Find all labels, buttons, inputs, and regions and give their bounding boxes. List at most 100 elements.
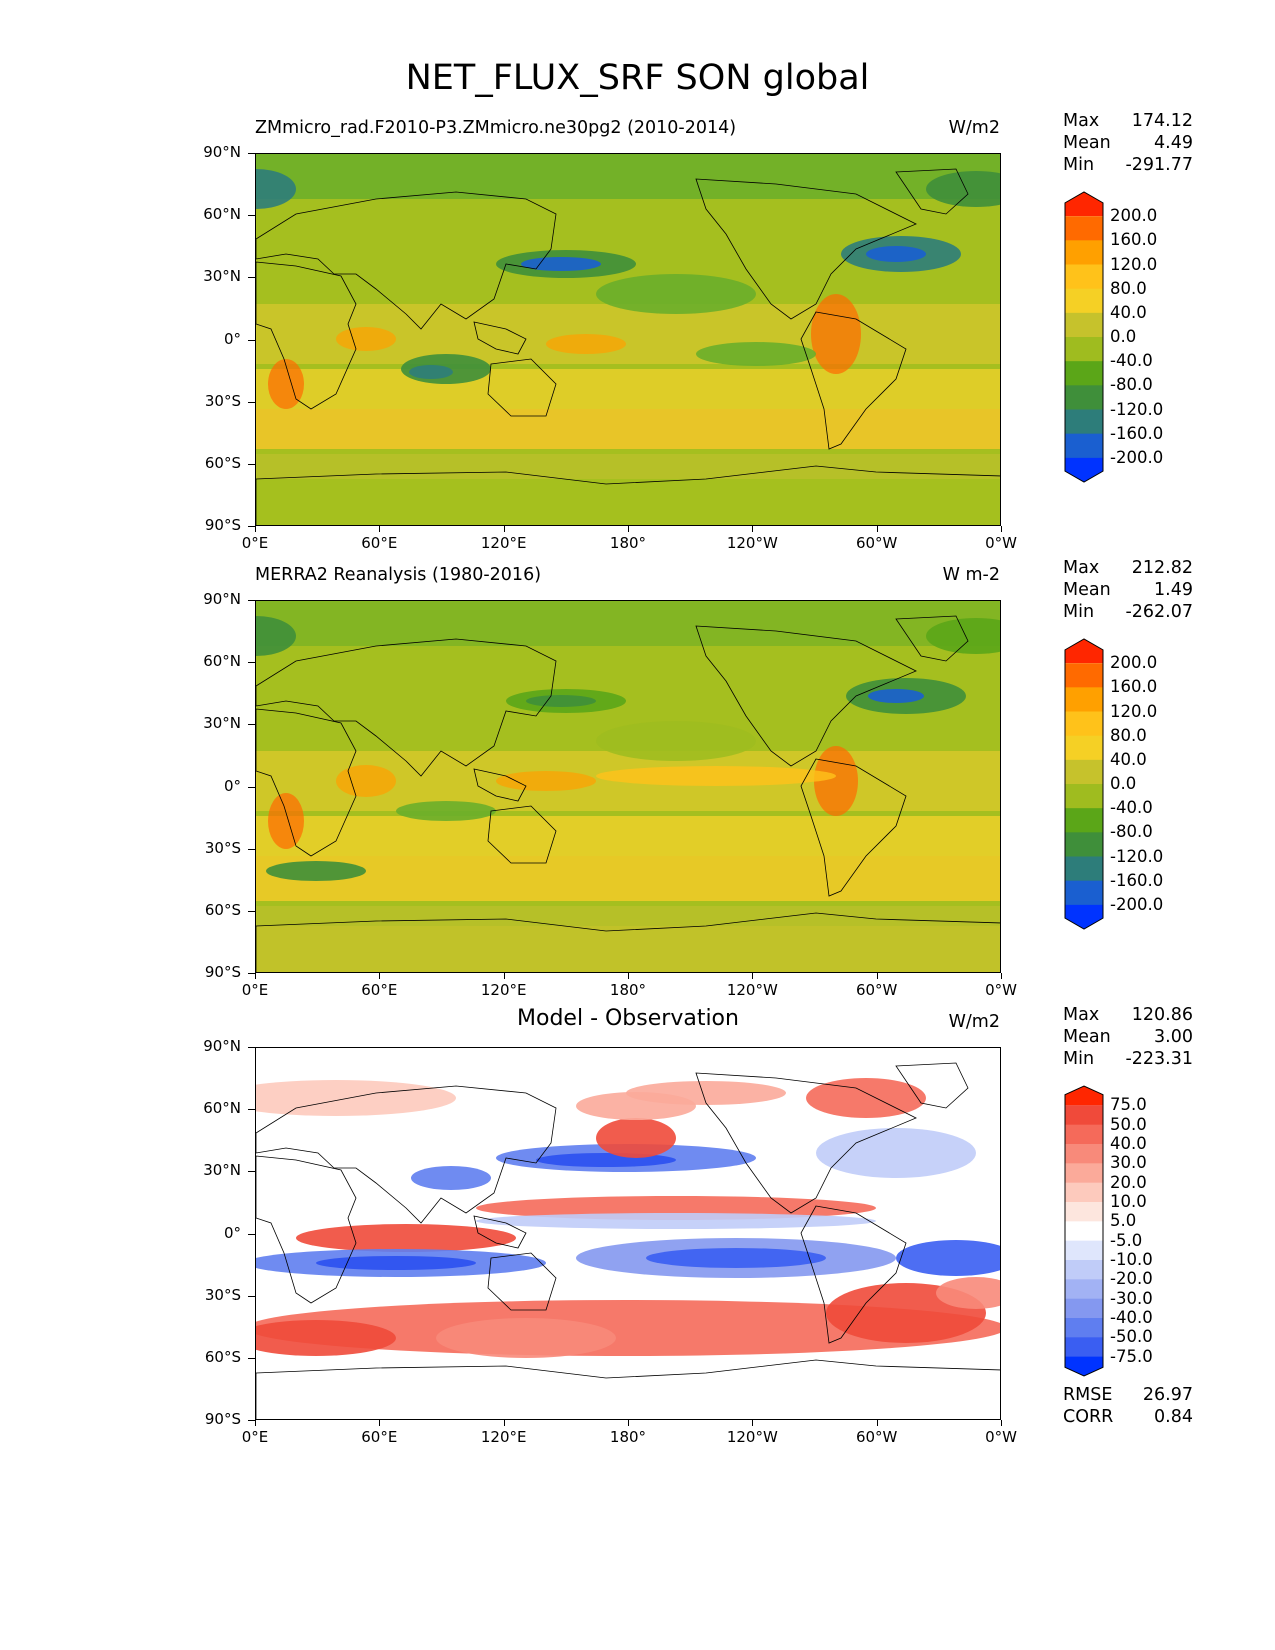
lat-tick [248,1109,255,1111]
lon-tick-label: 0°E [241,1428,269,1446]
map-panel-1: ZMmicro_rad.F2010-P3.ZMmicro.ne30pg2 (20… [0,111,1275,558]
colorbar-segment [1065,264,1103,290]
map-plot-area [255,153,1001,526]
colorbar-segment [1065,784,1103,809]
field-anomaly [411,1166,491,1190]
lat-tick-label: 30°N [203,267,241,286]
colorbar-label: 120.0 [1110,701,1158,721]
field-anomaly [696,342,816,366]
stat-label: Mean [1063,580,1111,600]
lon-tick-label: 180° [609,1428,647,1446]
stat-row: Max 212.82 [1063,557,1193,579]
lat-tick [248,463,255,465]
stat-value: 26.97 [1142,1385,1193,1405]
lat-tick [248,662,255,664]
colorbar-label: -120.0 [1110,846,1164,866]
lat-tick-label: 0° [223,1223,241,1242]
field-anomaly [896,1240,1000,1276]
colorbar-segment [1065,856,1103,882]
field-anomaly [626,1081,786,1105]
lon-tick [255,973,256,979]
lon-tick-label: 120°W [726,981,778,999]
zonal-band [256,454,1000,479]
stat-value: 0.84 [1154,1407,1193,1427]
stat-row: Mean 4.49 [1063,132,1193,154]
lon-tick [876,973,878,979]
field-anomaly [266,861,366,881]
colorbar-label: -10.0 [1110,1250,1153,1269]
field-anomaly [926,618,1000,654]
coastline-south-america [800,1205,907,1344]
lon-tick [752,526,754,532]
colorbar-segment [1065,1086,1103,1106]
lat-tick-label: 60°S [204,1347,241,1366]
stat-label: Mean [1063,1027,1111,1047]
stat-row: RMSE 26.97 [1063,1384,1193,1406]
lat-tick-label: 60°N [203,1099,241,1118]
stat-value: 1.49 [1154,580,1193,600]
lon-tick [1001,973,1002,979]
colorbar-segment [1065,409,1103,435]
map-svg [256,154,1000,525]
colorbar-segment [1065,385,1103,410]
field-anomaly [409,365,453,379]
lon-tick-label: 180° [609,534,647,552]
lon-tick-label: 180° [609,981,647,999]
colorbar-segment [1065,1163,1103,1184]
panel-units: W/m2 [948,118,1000,138]
lon-tick [628,526,629,532]
lat-tick-label: 60°N [203,652,241,671]
stat-row: Max 120.86 [1063,1004,1193,1026]
colorbar-label: -160.0 [1110,423,1164,443]
lon-tick-label: 60°W [855,534,898,552]
map-svg [256,1048,1000,1419]
stats-block: Max 212.82 Mean 1.49 Min -262.07 [1063,557,1193,623]
panel-units: W/m2 [948,1012,1000,1032]
lon-tick-label: 0°W [985,1428,1017,1446]
coastline-antarctica [256,1359,1000,1419]
lon-tick-label: 60°W [855,981,898,999]
lon-tick-label: 120°E [480,534,527,552]
lat-tick-label: 30°S [204,391,241,410]
zonal-band [256,816,1000,856]
lat-tick [248,339,255,341]
colorbar-label: 0.0 [1110,774,1137,793]
lat-tick [248,1047,255,1048]
lat-tick-label: 90°N [203,143,241,161]
field-anomaly [336,765,396,797]
lon-tick [752,973,754,979]
stat-row: Min -291.77 [1063,154,1193,176]
stat-value: 120.86 [1131,1005,1193,1025]
lat-tick [248,973,255,974]
coastline-australia [487,358,557,417]
coastline-africa [256,261,357,410]
lat-tick-label: 30°N [203,1161,241,1180]
colorbar-segment [1065,1105,1103,1126]
stat-row: Max 174.12 [1063,110,1193,132]
colorbar-label: 0.0 [1110,327,1137,346]
lat-tick [248,724,255,726]
lat-tick-label: 0° [223,329,241,348]
field-anomaly [476,1213,876,1229]
field-anomaly [814,746,858,816]
field-anomaly [926,171,1000,207]
stat-value: 4.49 [1154,133,1193,153]
colorbar-label: 80.0 [1110,278,1147,298]
colorbar-segment [1065,1260,1103,1280]
lat-tick-label: 30°S [204,1285,241,1304]
colorbar-label: -200.0 [1110,894,1164,914]
coastline-se-asia [473,768,527,802]
colorbar-label: 120.0 [1110,254,1158,274]
field-anomaly [256,1320,396,1356]
lon-tick [503,526,505,532]
colorbar-label: -40.0 [1110,351,1153,371]
stat-label: Min [1063,602,1095,622]
field-anomaly [256,616,296,656]
lat-tick [248,910,255,912]
stat-value: -291.77 [1125,155,1193,175]
colorbar-segment [1065,759,1103,785]
field-anomaly [296,1224,516,1252]
colorbar-label: -20.0 [1110,1269,1153,1289]
lon-tick [255,526,256,532]
coastline-north-america [695,1072,917,1214]
